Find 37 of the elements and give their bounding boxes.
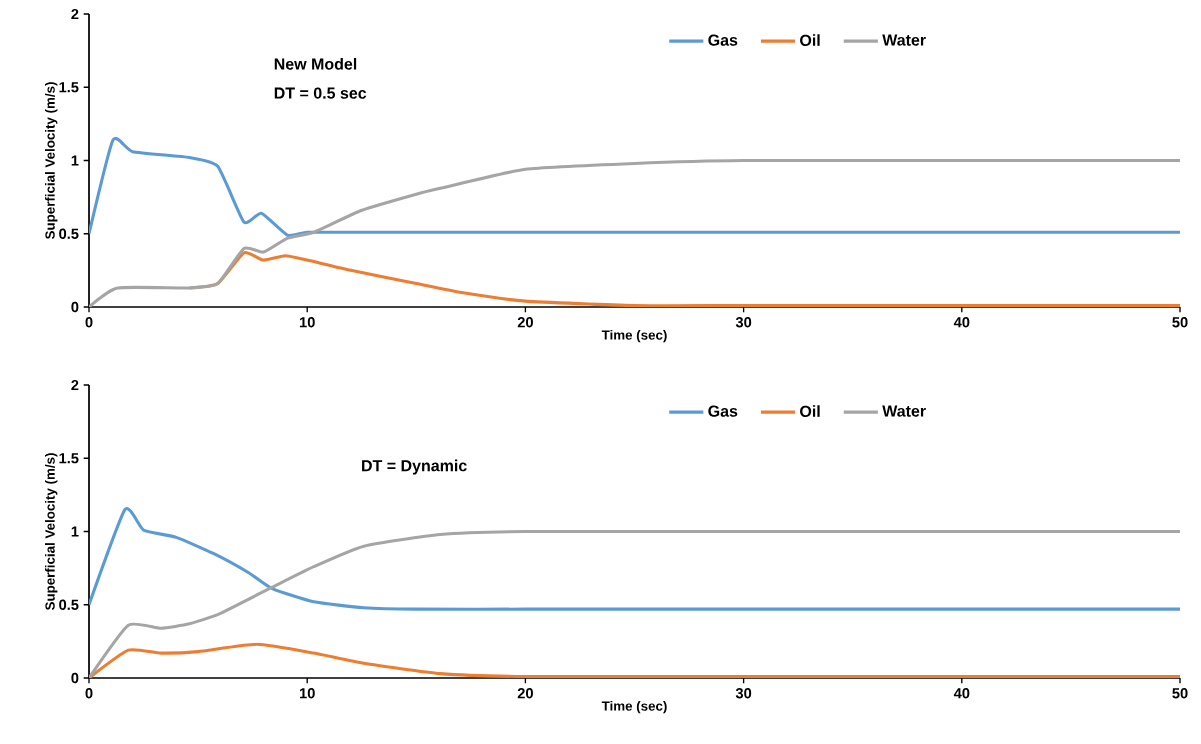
x-axis-title: Time (sec) — [601, 700, 667, 714]
y-tick-label: 2 — [71, 8, 79, 20]
x-tick-label: 50 — [1172, 688, 1188, 699]
x-tick-label: 50 — [1172, 317, 1188, 328]
y-tick-label: 0 — [71, 301, 79, 313]
annotation: DT = Dynamic — [362, 459, 467, 475]
annotation: DT = 0.5 sec — [274, 87, 367, 99]
legend-label: Oil — [800, 34, 820, 46]
y-tick-label: 1 — [71, 526, 79, 537]
legend-label: Water — [882, 34, 926, 46]
x-tick-label: 40 — [953, 688, 970, 699]
x-tick-label: 10 — [299, 317, 315, 328]
y-axis-title: Superficial Velocity (m/s) — [44, 82, 58, 240]
y-tick-label: 0.5 — [59, 228, 79, 239]
legend-label: Water — [882, 405, 926, 417]
y-tick-label: 0.5 — [59, 599, 79, 610]
x-tick-label: 30 — [735, 688, 752, 699]
y-axis-title: Superficial Velocity (m/s) — [44, 453, 58, 611]
x-tick-label: 20 — [517, 317, 533, 328]
line-series — [89, 507, 1181, 611]
x-tick-label: 0 — [85, 317, 93, 328]
x-tick-label: 40 — [953, 317, 970, 328]
legend-label: Oil — [800, 405, 820, 417]
x-tick-label: 20 — [517, 688, 533, 699]
x-axis-title: Time (sec) — [601, 329, 667, 343]
line-series — [89, 137, 1181, 237]
legend-label: Gas — [708, 405, 738, 417]
x-tick-label: 30 — [735, 317, 752, 328]
x-tick-label: 0 — [85, 688, 93, 699]
legend-label: Gas — [708, 34, 738, 46]
y-tick-label: 1.5 — [59, 453, 79, 464]
y-tick-label: 1 — [71, 155, 79, 166]
annotation: New Model — [274, 57, 357, 70]
y-tick-label: 1.5 — [59, 82, 79, 93]
y-tick-label: 2 — [71, 379, 79, 391]
y-tick-label: 0 — [71, 672, 79, 684]
x-tick-label: 10 — [299, 688, 315, 699]
